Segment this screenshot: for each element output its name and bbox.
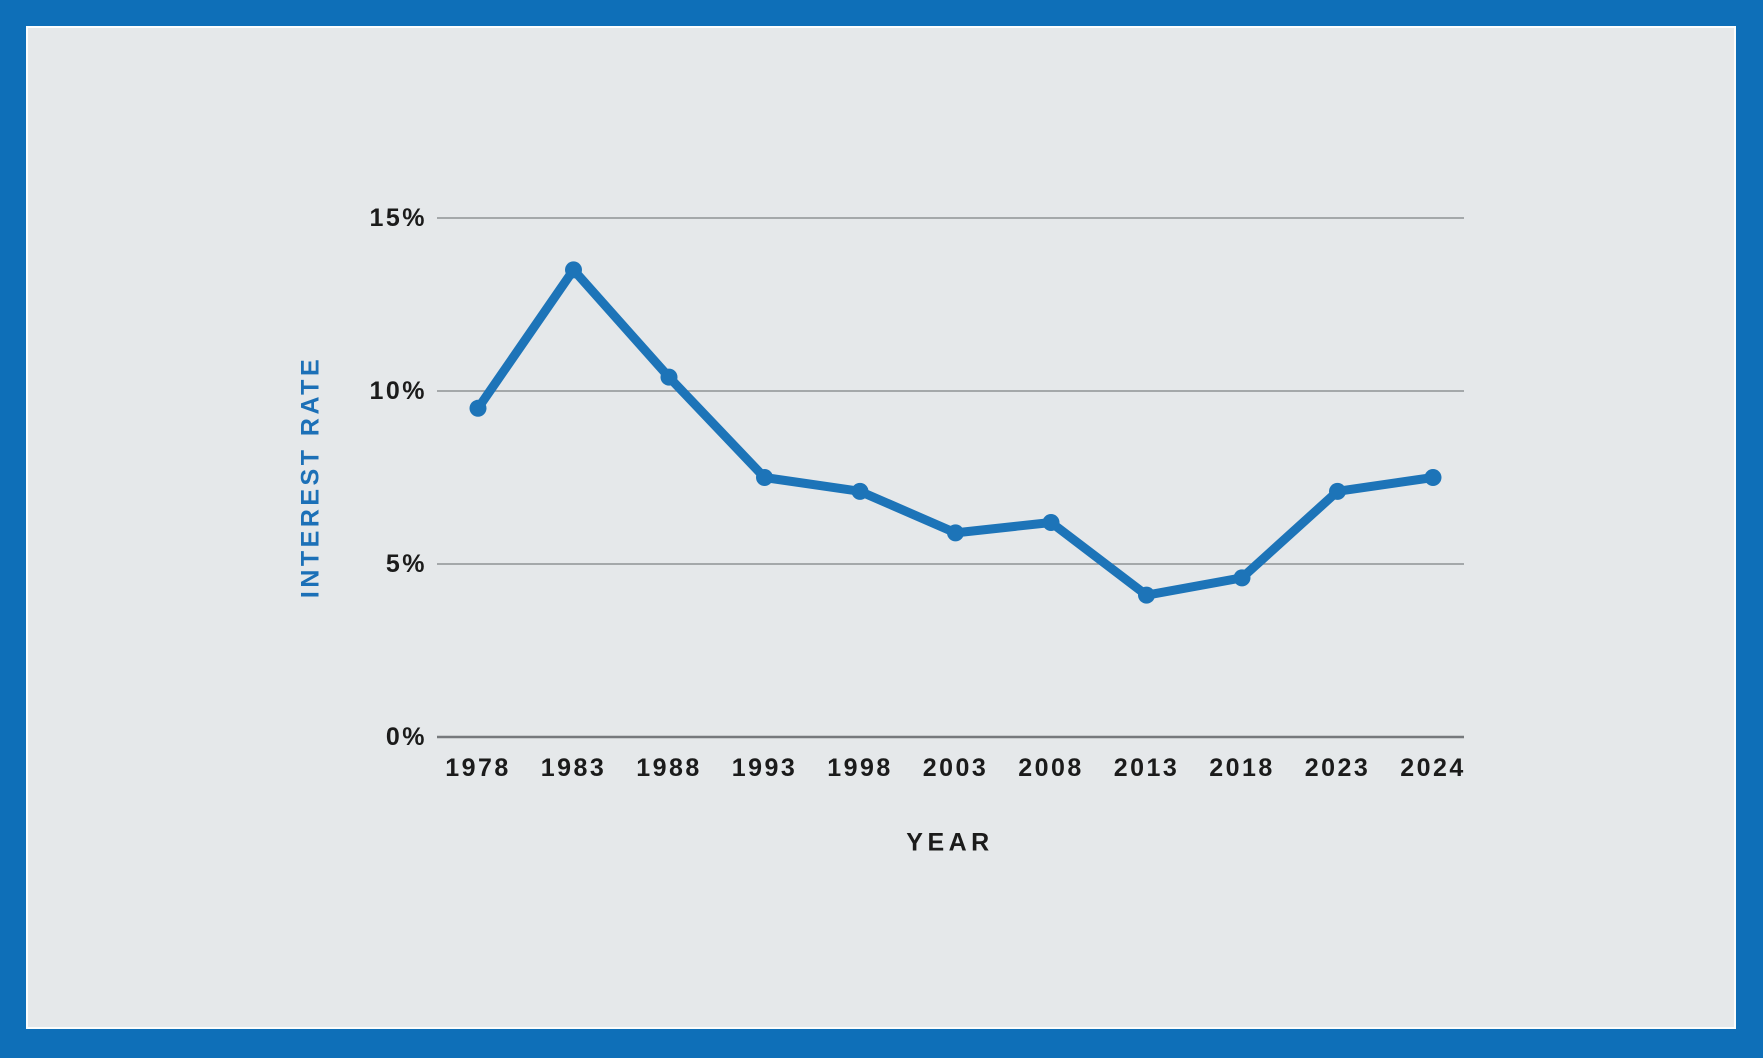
x-tick-label-2024: 2024: [1400, 754, 1466, 782]
y-axis-title: INTEREST RATE: [296, 355, 325, 599]
data-point-2018: [1233, 569, 1251, 587]
x-tick-label-2008: 2008: [1018, 754, 1084, 782]
x-tick-label-2018: 2018: [1209, 754, 1275, 782]
x-tick-label-2023: 2023: [1304, 754, 1371, 782]
x-tick-label-1978: 1978: [445, 754, 511, 782]
data-point-1993: [756, 469, 773, 486]
x-tick-label-2013: 2013: [1113, 754, 1180, 782]
data-point-2024: [1424, 469, 1442, 486]
y-tick-label-0%: 0%: [385, 723, 427, 751]
x-tick-label-1983: 1983: [540, 754, 607, 782]
data-point-1988: [660, 368, 678, 386]
chart-panel: [26, 26, 1736, 1029]
y-tick-label-10%: 10%: [369, 377, 427, 405]
x-axis-title: YEAR: [906, 828, 994, 857]
data-point-1978: [469, 399, 487, 417]
x-tick-label-1998: 1998: [827, 754, 893, 782]
interest-rate-series-line: [473, 265, 1438, 600]
x-tick-label-2003: 2003: [922, 754, 989, 782]
data-point-2008: [1042, 513, 1060, 531]
data-point-2003: [947, 524, 964, 542]
y-tick-label-15%: 15%: [369, 204, 427, 232]
data-point-2023: [1329, 482, 1346, 500]
data-point-2013: [1138, 586, 1155, 604]
x-tick-label-1993: 1993: [731, 754, 798, 782]
x-tick-label-1988: 1988: [636, 754, 702, 782]
y-tick-label-5%: 5%: [385, 550, 427, 578]
data-point-1983: [565, 261, 582, 279]
data-point-1998: [851, 482, 869, 500]
